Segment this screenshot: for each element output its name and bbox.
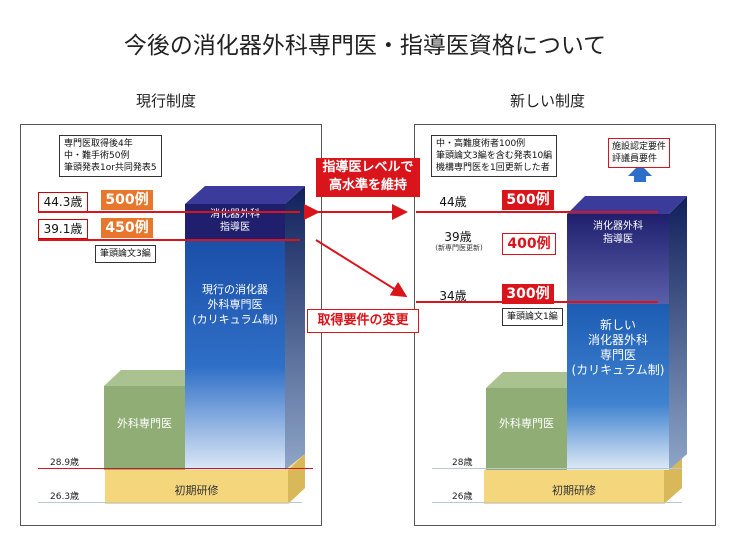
right-specialist-label: 新しい 消化器外科 専門医 (カリキュラム制)	[571, 318, 665, 377]
left-age-1: 44.3歳	[38, 192, 88, 212]
surgery-front	[104, 386, 185, 470]
left-initial-label: 初期研修	[174, 484, 219, 497]
instructor-front	[185, 204, 285, 240]
right-instructor-label: 消化器外科 指導医	[593, 221, 643, 245]
right-surgery-label: 外科専門医	[499, 417, 554, 430]
page-title: 今後の消化器外科専門医・指導医資格について	[123, 33, 607, 59]
right-age-surgery: 28歳	[452, 458, 473, 468]
right-line-initial	[432, 502, 682, 503]
surgery-top	[104, 370, 202, 386]
initial-front	[105, 470, 288, 504]
right-initial-label: 初期研修	[552, 484, 596, 497]
right-cases-2: 400例	[502, 233, 556, 255]
left-specialist-label: 現行の消化器 外科専門医 (カリキュラム制)	[192, 283, 278, 326]
right-age-initial: 26歳	[452, 492, 473, 502]
facility-note: 施設認定要件 評議員要件	[608, 138, 671, 168]
specialist-side	[285, 186, 305, 470]
specialist-front	[185, 240, 285, 470]
left-note-1: 専門医取得後4年	[64, 139, 133, 149]
right-age-1: 44歳	[439, 195, 467, 209]
left-heading: 現行制度	[136, 92, 197, 110]
specialist-top	[185, 186, 305, 204]
left-line-surgery	[38, 468, 313, 469]
change-label: 取得要件の変更	[307, 309, 419, 333]
left-cases-1: 500例	[101, 190, 153, 210]
right-paper-note: 筆頭論文1編	[502, 308, 563, 326]
right-line-surgery	[432, 468, 682, 469]
left-line-initial	[38, 502, 302, 503]
right-heading: 新しい制度	[510, 92, 586, 110]
facility-note-2: 評議員要件	[612, 154, 658, 164]
right-age-2: 39歳	[444, 230, 472, 244]
right-note-1: 中・高難度術者100例	[436, 139, 526, 149]
left-age-initial: 26.3歳	[50, 492, 80, 502]
left-surgery-label: 外科専門医	[117, 417, 172, 430]
left-note-2: 中・難手術50例	[64, 151, 130, 161]
right-cases-1: 500例	[502, 190, 554, 210]
right-note-2: 筆頭論文3編を含む発表10編	[436, 151, 553, 161]
left-blocks	[104, 186, 305, 504]
right-age-2-note: (新専門医更新)	[435, 244, 483, 252]
center-banner: 指導医レベルで 高水準を維持	[316, 158, 420, 197]
right-note-3: 機構専門医を1回更新した者	[436, 163, 550, 173]
right-notes: 中・高難度術者100例 筆頭論文3編を含む発表10編 機構専門医を1回更新した者	[431, 135, 558, 177]
facility-note-1: 施設認定要件	[612, 142, 667, 152]
left-age-surgery: 28.9歳	[50, 458, 80, 468]
right-age-3: 34歳	[439, 289, 467, 303]
left-cases-2: 450例	[101, 218, 153, 238]
left-age-2: 39.1歳	[38, 219, 88, 239]
left-note-3: 筆頭発表1or共同発表5	[64, 163, 157, 173]
right-blocks	[484, 164, 687, 504]
initial-side	[288, 454, 305, 504]
right-cases-3: 300例	[502, 284, 554, 304]
left-notes: 専門医取得後4年 中・難手術50例 筆頭発表1or共同発表5	[59, 135, 162, 177]
left-paper-note: 筆頭論文3編	[95, 245, 156, 263]
left-instructor-label: 消化器外科 指導医	[210, 209, 260, 233]
